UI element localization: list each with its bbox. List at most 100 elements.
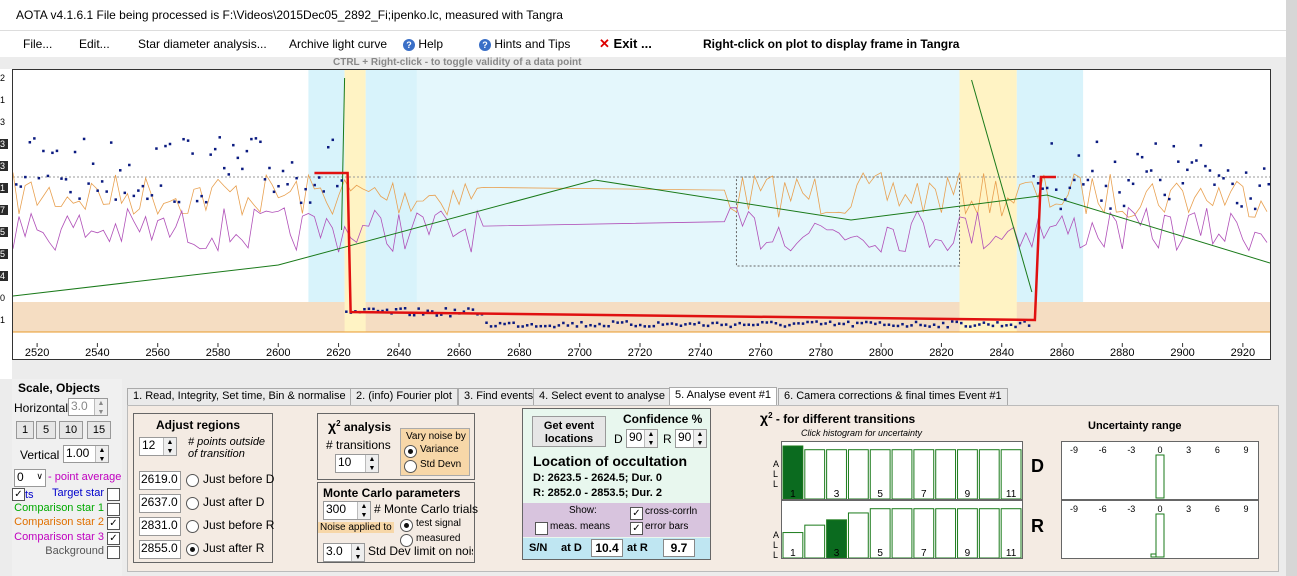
region-radio[interactable]: [186, 474, 199, 487]
left-axis-digit: 3: [0, 117, 6, 127]
data-point: [525, 324, 529, 327]
data-point: [706, 324, 710, 328]
spinner-arrows-icon[interactable]: ▲ ▼: [644, 430, 657, 447]
histogram-bar: [978, 449, 1000, 500]
transitions-spinner[interactable]: 10 ▲ ▼: [335, 454, 379, 473]
data-point: [955, 320, 959, 324]
scale-button-5[interactable]: 5: [36, 421, 56, 439]
menu-star-diameter[interactable]: Star diameter analysis...: [138, 37, 267, 51]
confidence-d-spinner[interactable]: 90 ▲ ▼: [626, 429, 658, 448]
points-outside-spinner[interactable]: 12 ▲ ▼: [139, 437, 177, 456]
error-bars-checkbox[interactable]: ✓: [630, 522, 643, 535]
get-event-locations-button[interactable]: Get event locations: [532, 416, 606, 447]
data-point: [105, 190, 108, 193]
data-point: [883, 323, 886, 327]
uncertainty-tick-label: 3: [1186, 504, 1191, 514]
tab-fourier[interactable]: 2. (info) Fourier plot: [350, 388, 458, 407]
region-radio[interactable]: [186, 497, 199, 510]
test-signal-radio[interactable]: [400, 519, 413, 532]
data-point: [562, 321, 565, 325]
menu-file[interactable]: File...: [23, 37, 53, 51]
spinner-arrows-icon[interactable]: ▲ ▼: [163, 438, 176, 455]
menu-help[interactable]: ? Help: [403, 37, 443, 51]
tab-find-events[interactable]: 3. Find events: [458, 388, 540, 407]
data-point: [1249, 197, 1252, 200]
tab-select-event[interactable]: 4. Select event to analyse: [533, 388, 671, 407]
region-value-spinner[interactable]: 2855.0: [139, 540, 181, 559]
variance-radio[interactable]: [404, 445, 417, 458]
horizontal-spinner[interactable]: 3.0 ▲ ▼: [68, 398, 108, 416]
histogram-bar: [804, 449, 826, 500]
data-point: [598, 322, 601, 326]
data-point: [620, 321, 624, 324]
region-value-spinner[interactable]: 2637.0: [139, 494, 181, 513]
data-point: [1091, 169, 1094, 173]
light-curve-svg[interactable]: 2520 2540 2560 2580 2600 2620 2640 2660 2680 2700…: [13, 70, 1270, 359]
target-select-checkbox[interactable]: ✓ ts: [12, 487, 34, 502]
meas-means-checkbox[interactable]: [535, 522, 548, 535]
confidence-r-spinner[interactable]: 90 ▲ ▼: [675, 429, 707, 448]
data-point: [788, 323, 791, 327]
data-point: [874, 322, 877, 326]
spinner-arrows-icon[interactable]: ▲ ▼: [94, 399, 107, 416]
stddev-limit-spinner[interactable]: 3.0 ▲ ▼: [323, 543, 365, 562]
scale-button-1[interactable]: 1: [16, 421, 34, 439]
spinner-arrows-icon[interactable]: ▲ ▼: [693, 430, 706, 447]
data-point: [168, 142, 172, 146]
target-star-points: [15, 136, 1270, 329]
region-radio[interactable]: [186, 520, 199, 533]
tab-camera-corrections[interactable]: 6. Camera corrections & final times Even…: [778, 388, 1008, 407]
hints-icon: ?: [479, 39, 491, 51]
vertical-spinner[interactable]: 1.00 ▲ ▼: [63, 445, 109, 463]
spinner-arrows-icon[interactable]: ▲ ▼: [357, 502, 370, 519]
region-value-spinner[interactable]: 2831.0: [139, 517, 181, 536]
vertical-value: 1.00: [66, 446, 90, 460]
point-average-select[interactable]: 0 ∨: [14, 469, 46, 487]
data-point: [317, 176, 321, 179]
data-point: [227, 173, 231, 176]
region-value: 2831.0: [141, 518, 178, 532]
data-point: [159, 184, 163, 187]
data-point: [1140, 155, 1144, 159]
x-tick-label: 2900: [1170, 347, 1194, 359]
histogram-x-label: 11: [1006, 548, 1017, 558]
object-checkbox[interactable]: [107, 546, 120, 559]
monte-carlo-trials-spinner[interactable]: 300 ▲ ▼: [323, 501, 371, 520]
chisq-histogram-d[interactable]: 1 3 5 7 9 11: [781, 441, 1023, 500]
cross-corr-checkbox[interactable]: ✓: [630, 507, 643, 520]
light-curve-plot[interactable]: 2520 2540 2560 2580 2600 2620 2640 2660 2680 2700…: [12, 69, 1271, 360]
tab-analyse-event[interactable]: 5. Analyse event #1: [669, 387, 778, 407]
data-point: [385, 308, 389, 312]
data-point: [340, 179, 344, 182]
left-axis-digit: 3: [0, 161, 8, 171]
data-point: [928, 325, 931, 328]
measured-radio[interactable]: [400, 534, 413, 547]
data-point: [978, 323, 981, 326]
object-checkbox[interactable]: ✓: [107, 517, 120, 530]
data-point: [1041, 187, 1044, 190]
data-point: [46, 174, 50, 178]
spinner-arrows-icon[interactable]: ▲ ▼: [351, 544, 364, 561]
object-checkbox[interactable]: [107, 502, 120, 516]
x-tick-label: 2540: [85, 347, 109, 359]
menu-hints-label: Hints and Tips: [494, 37, 571, 51]
menu-hints[interactable]: ? Hints and Tips: [479, 37, 570, 51]
spinner-arrows-icon[interactable]: ▲ ▼: [365, 455, 378, 472]
target-prefix: ts: [25, 489, 34, 501]
chisq-histogram-r[interactable]: 1 3 5 7 9 11: [781, 500, 1023, 559]
region-radio[interactable]: [186, 543, 199, 556]
data-point: [1005, 324, 1008, 327]
scale-button-15[interactable]: 15: [87, 421, 111, 439]
menu-archive[interactable]: Archive light curve: [289, 37, 388, 51]
menu-edit[interactable]: Edit...: [79, 37, 110, 51]
uncertainty-tick-label: 3: [1186, 445, 1191, 455]
region-value-spinner[interactable]: 2619.0: [139, 471, 181, 490]
scale-button-10[interactable]: 10: [59, 421, 83, 439]
menu-exit[interactable]: ✕ Exit ...: [599, 36, 652, 52]
object-checkbox[interactable]: ✓: [107, 531, 120, 545]
spinner-arrows-icon[interactable]: ▲ ▼: [95, 446, 108, 463]
stddev-radio[interactable]: [404, 460, 417, 473]
tab-read[interactable]: 1. Read, Integrity, Set time, Bin & norm…: [127, 388, 352, 407]
left-axis-digit: 1: [0, 315, 6, 325]
object-checkbox[interactable]: [107, 488, 120, 501]
